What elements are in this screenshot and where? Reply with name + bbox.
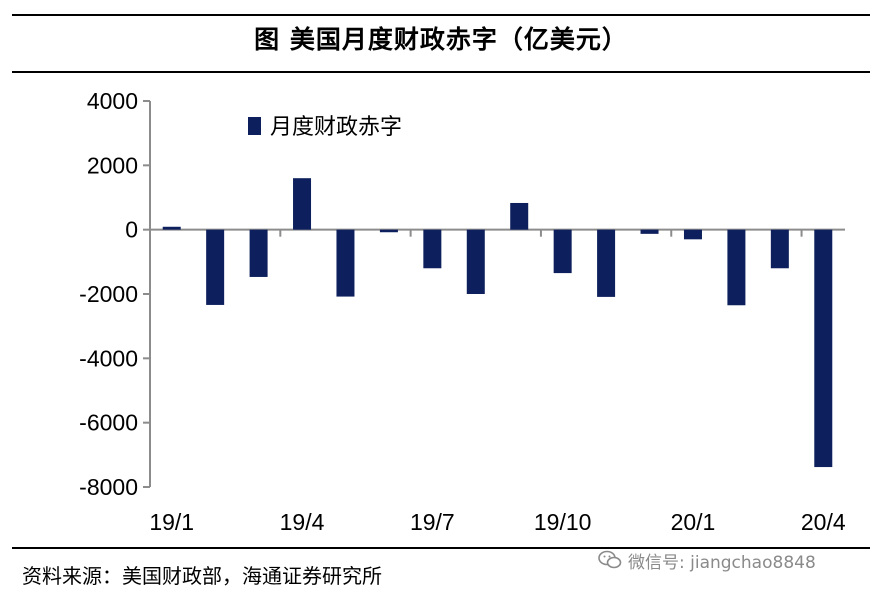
wechat-watermark: 微信号: jiangchao8848	[598, 548, 868, 573]
legend-swatch	[248, 117, 261, 135]
y-tick-label: -4000	[79, 345, 138, 371]
bar-19/12	[640, 229, 659, 234]
bar-19/10	[553, 229, 572, 274]
bar-19/6	[379, 229, 398, 233]
x-tick-label: 19/7	[410, 509, 455, 535]
bar-20/4	[814, 229, 833, 468]
bottom-rule	[12, 547, 870, 549]
bar-19/5	[336, 229, 355, 297]
x-tick-label: 19/10	[534, 509, 592, 535]
y-axis: 4000 2000 0 -2000 -4000 -6000 -8000	[79, 88, 151, 500]
x-tick-label: 20/1	[671, 509, 716, 535]
bar-19/3	[249, 229, 268, 277]
bar-19/2	[206, 229, 225, 305]
x-tick-label: 20/4	[801, 509, 846, 535]
legend: 月度财政赤字	[248, 115, 402, 140]
bar-19/4	[293, 178, 312, 230]
bar-19/7	[423, 229, 442, 269]
source-note: 资料来源：美国财政部，海通证券研究所	[22, 564, 382, 588]
title-underline	[12, 71, 870, 73]
y-tick-label: 0	[125, 217, 138, 243]
chart-title: 图 美国月度财政赤字（亿美元）	[254, 25, 628, 54]
bar-20/2	[727, 229, 746, 306]
y-tick-label: 4000	[87, 88, 138, 114]
x-tick-label: 19/4	[280, 509, 325, 535]
bar-19/11	[597, 229, 616, 297]
bar-20/3	[770, 229, 789, 269]
top-rule	[12, 14, 870, 16]
bar-19/1	[162, 226, 181, 230]
bar-19/8	[466, 229, 485, 294]
y-tick-label: -2000	[79, 281, 138, 307]
bars	[162, 178, 833, 468]
legend-label: 月度财政赤字	[270, 115, 402, 140]
y-tick-label: -6000	[79, 410, 138, 436]
wechat-icon	[598, 550, 622, 569]
y-tick-label: 2000	[87, 152, 138, 178]
watermark-text: 微信号: jiangchao8848	[628, 552, 816, 573]
bar-20/1	[683, 229, 702, 240]
bar-19/9	[510, 202, 529, 230]
x-tick-label: 19/1	[149, 509, 194, 535]
y-tick-label: -8000	[79, 474, 138, 500]
